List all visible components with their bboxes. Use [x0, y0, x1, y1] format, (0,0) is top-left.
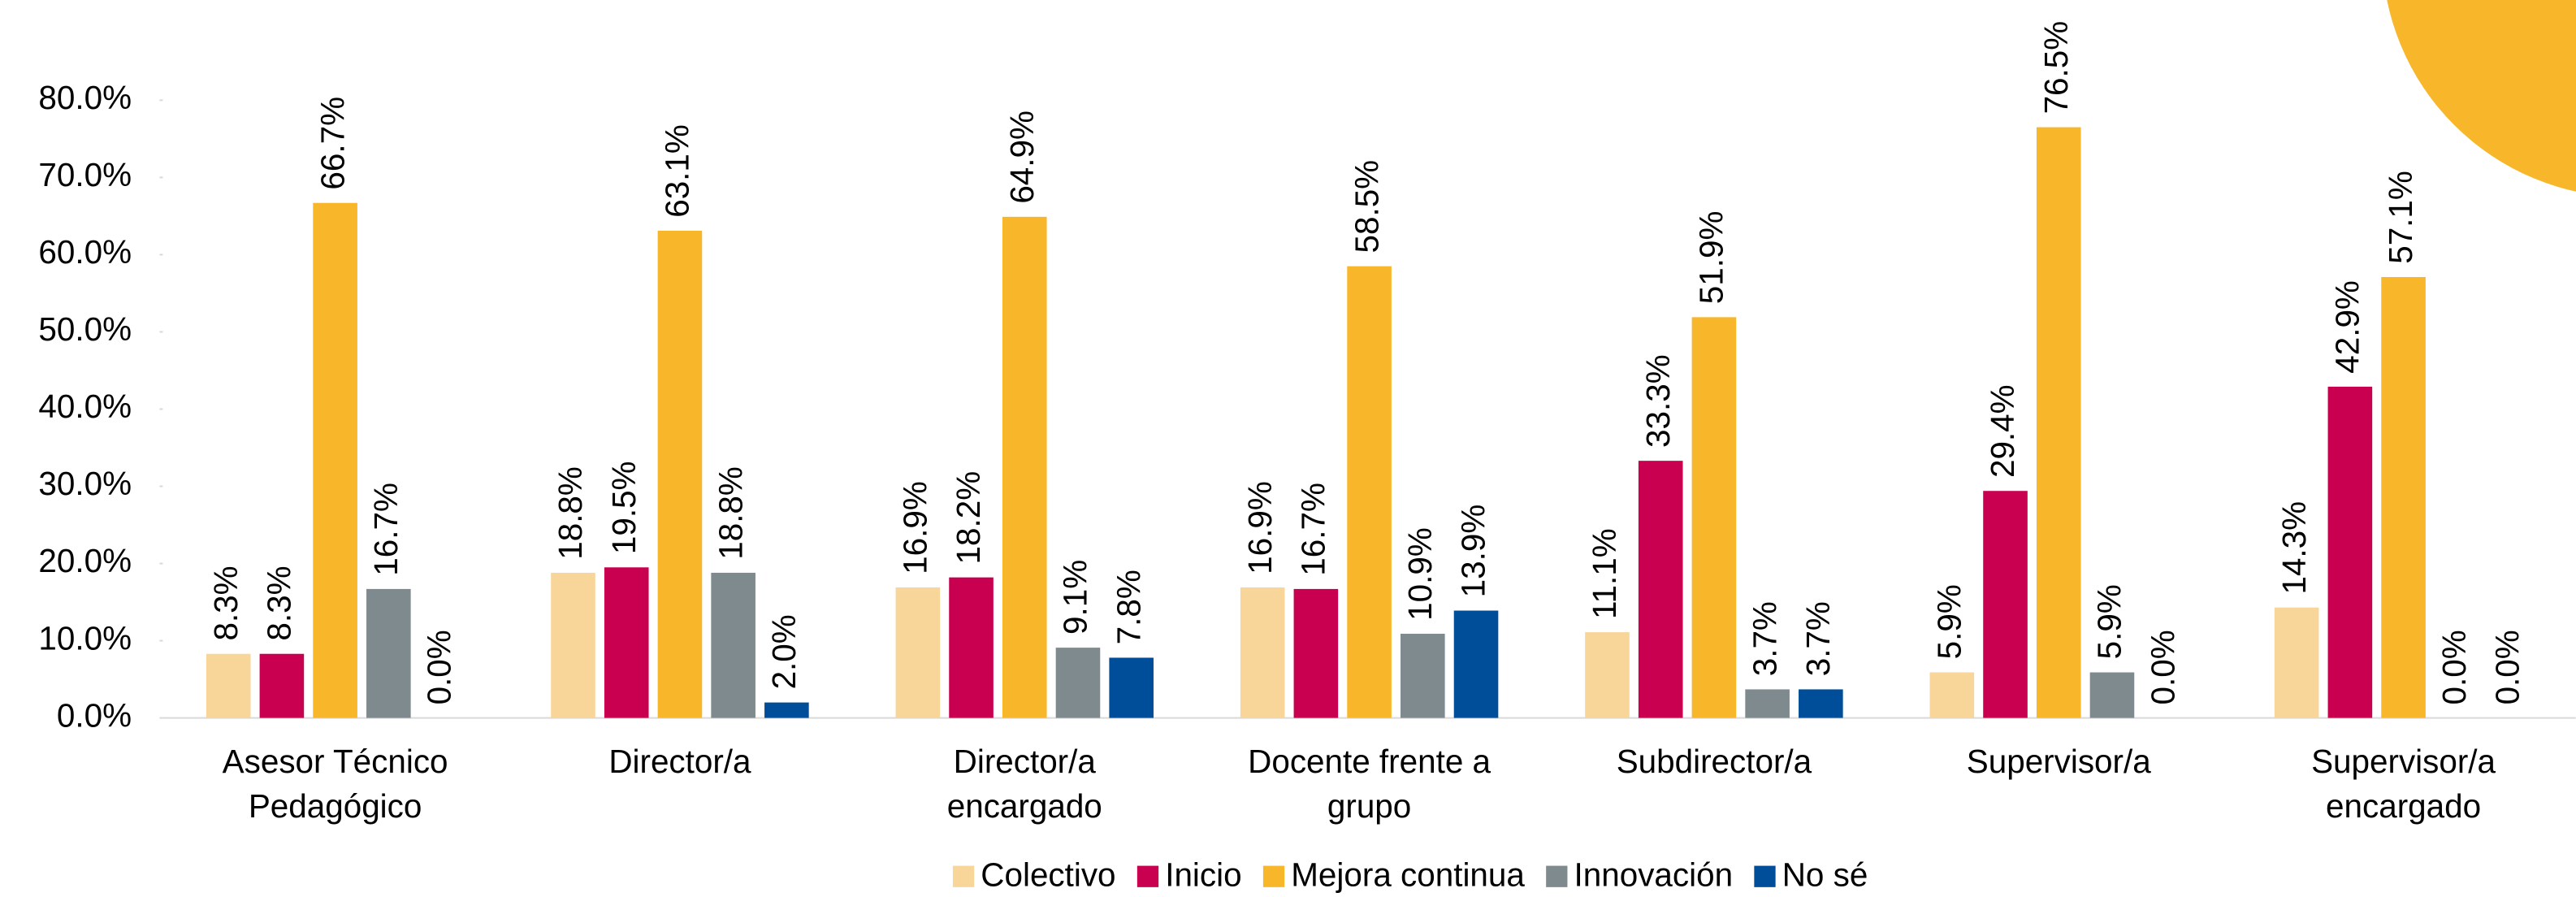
value-label: 0.0% [2435, 630, 2473, 704]
value-label: 5.9% [1930, 584, 1968, 659]
bar [206, 653, 251, 718]
value-label: 13.9% [1455, 505, 1492, 598]
x-tick-label: Subdirector/a [1617, 743, 1812, 780]
bar [1799, 689, 1843, 718]
value-label: 57.1% [2382, 171, 2419, 264]
bar [1055, 648, 1101, 718]
bar [764, 702, 809, 718]
x-tick-label: Docente frente a grupo [1248, 743, 1491, 825]
bar [1691, 317, 1737, 718]
legend-swatch [1262, 865, 1285, 887]
value-label: 9.1% [1057, 560, 1094, 635]
value-label: 64.9% [1003, 110, 1041, 204]
legend-swatch [1136, 865, 1159, 887]
value-label: 16.7% [367, 483, 405, 576]
value-label: 8.3% [261, 566, 298, 640]
value-label: 7.8% [1110, 570, 1147, 644]
legend-label: No sé [1782, 856, 1868, 893]
bar [2036, 127, 2081, 718]
value-label: 51.9% [1693, 211, 1730, 305]
x-tick-label: Director/a [608, 743, 751, 780]
value-label: 2.0% [765, 614, 803, 689]
y-tick-label: 40.0% [38, 388, 132, 425]
bar [2327, 386, 2373, 718]
bar [1745, 689, 1790, 718]
value-label: 16.7% [1295, 483, 1332, 576]
bar [2089, 672, 2135, 718]
bar [551, 572, 595, 718]
x-tick-label: Supervisor/a encargado [2311, 743, 2496, 825]
x-tick-label: Supervisor/a [1967, 743, 2151, 780]
y-tick-label: 10.0% [38, 619, 132, 656]
y-tick-label: 60.0% [38, 233, 132, 271]
y-tick-label: 20.0% [38, 542, 132, 579]
value-label: 11.1% [1586, 528, 1623, 619]
value-label: 29.4% [1984, 384, 2021, 478]
legend-label: Mejora continua [1291, 856, 1525, 893]
value-label: 33.3% [1639, 354, 1677, 448]
bar [1983, 491, 2028, 718]
decoration [2387, 0, 2576, 192]
y-tick-label: 30.0% [38, 465, 132, 502]
bar [1347, 266, 1392, 718]
value-label: 76.5% [2037, 21, 2075, 115]
value-label: 18.2% [950, 471, 987, 565]
value-label: 63.1% [659, 124, 696, 218]
value-label: 5.9% [2091, 584, 2128, 659]
legend-swatch [1546, 865, 1568, 887]
bar [313, 202, 357, 718]
value-label: 42.9% [2329, 280, 2366, 374]
bar [259, 653, 305, 718]
y-tick-label: 80.0% [38, 79, 132, 116]
value-label: 14.3% [2275, 501, 2313, 595]
bar [657, 230, 703, 718]
legend-swatch [952, 865, 975, 887]
value-label: 8.3% [207, 566, 245, 640]
bar [949, 577, 994, 718]
value-label: 0.0% [2489, 630, 2526, 704]
bar [711, 572, 755, 718]
bar [1929, 672, 1975, 718]
y-tick-label: 70.0% [38, 156, 132, 193]
bar [366, 588, 411, 718]
bar [1240, 587, 1285, 718]
legend: Colectivo Inicio Mejora continua Innovación… [952, 856, 1868, 893]
value-label: 0.0% [421, 630, 458, 704]
y-tick-label: 0.0% [57, 696, 132, 734]
value-label: 0.0% [2144, 630, 2181, 704]
bar [1293, 588, 1339, 718]
value-label: 18.8% [552, 466, 589, 560]
bar [1638, 461, 1683, 718]
x-tick-label: Director/a encargado [947, 743, 1102, 825]
bar [1109, 657, 1154, 718]
legend-label: Inicio [1165, 856, 1241, 893]
value-label: 58.5% [1348, 160, 1385, 254]
bar [1002, 216, 1047, 718]
value-label: 3.7% [1746, 601, 1783, 676]
value-label: 16.9% [897, 481, 934, 574]
bar [1453, 610, 1499, 718]
legend-swatch [1754, 865, 1776, 887]
value-label: 18.8% [712, 466, 749, 560]
bar [2381, 276, 2426, 718]
legend-label: Innovación [1574, 856, 1734, 893]
legend-label: Colectivo [981, 856, 1115, 893]
value-label: 10.9% [1401, 527, 1439, 621]
x-tick-label: Asesor Técnico Pedagógico [223, 743, 448, 825]
value-label: 66.7% [314, 97, 351, 190]
bar [1401, 634, 1445, 718]
value-label: 19.5% [605, 461, 643, 554]
bar [2274, 607, 2319, 718]
bar [1585, 632, 1630, 718]
bar [604, 567, 649, 718]
bar [895, 587, 941, 718]
value-label: 3.7% [1799, 601, 1837, 676]
y-tick-label: 50.0% [38, 310, 132, 348]
value-label: 16.9% [1241, 481, 1279, 574]
